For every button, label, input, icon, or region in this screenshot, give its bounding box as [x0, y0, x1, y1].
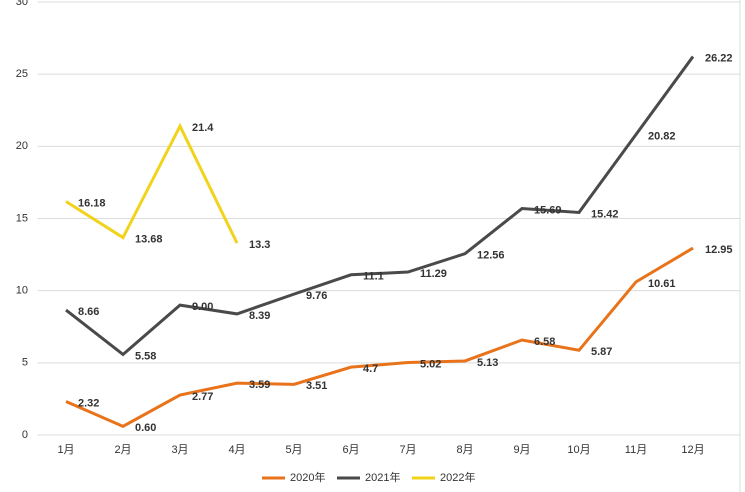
value-label: 2.77	[192, 391, 213, 403]
legend-label: 2021年	[365, 470, 400, 484]
x-tick-label: 11月	[625, 444, 647, 456]
series-line	[65, 246, 694, 429]
value-label: 16.18	[78, 197, 106, 209]
series-line	[65, 55, 695, 357]
y-tick-label: 5	[22, 357, 28, 369]
value-label: 6.58	[534, 336, 555, 348]
x-tick-label: 10月	[567, 444, 590, 456]
value-label: 12.56	[477, 250, 505, 262]
value-label: 8.39	[249, 310, 270, 322]
value-label: 5.02	[420, 358, 441, 370]
value-label: 21.4	[192, 122, 214, 134]
x-tick-label: 1月	[57, 444, 74, 456]
y-tick-label: 0	[22, 429, 28, 441]
y-tick-label: 25	[16, 68, 28, 80]
value-label: 3.51	[306, 380, 327, 392]
value-label: 5.13	[477, 357, 498, 369]
x-tick-label: 2月	[114, 444, 131, 456]
x-tick-label: 3月	[171, 444, 188, 456]
x-tick-label: 9月	[513, 444, 530, 456]
y-tick-label: 10	[16, 285, 28, 297]
x-tick-label: 8月	[456, 444, 473, 456]
series-line	[65, 122, 239, 244]
x-tick-label: 4月	[228, 444, 245, 456]
value-label: 11.29	[420, 268, 447, 280]
value-label: 13.3	[249, 239, 270, 251]
y-tick-label: 15	[16, 212, 28, 224]
x-tick-label: 6月	[342, 444, 359, 456]
value-label: 15.69	[534, 204, 562, 216]
value-label: 12.95	[705, 244, 733, 256]
legend-label: 2020年	[290, 470, 325, 484]
value-label: 0.60	[135, 422, 156, 434]
value-label: 26.22	[705, 52, 733, 64]
value-label: 2.32	[78, 397, 99, 409]
x-tick-label: 12月	[681, 444, 704, 456]
x-tick-label: 5月	[285, 444, 302, 456]
value-label: 20.82	[648, 130, 676, 142]
x-tick-label: 7月	[399, 444, 416, 456]
value-label: 11.1	[363, 271, 384, 283]
value-label: 10.61	[648, 278, 676, 290]
value-label: 9.76	[306, 290, 327, 302]
legend-label: 2022年	[440, 470, 475, 484]
value-label: 9.00	[192, 301, 213, 313]
value-label: 15.42	[591, 208, 619, 220]
value-label: 3.59	[249, 379, 270, 391]
value-label: 5.58	[135, 350, 156, 362]
y-tick-label: 30	[16, 0, 28, 8]
value-label: 4.7	[363, 363, 378, 375]
value-label: 8.66	[78, 306, 99, 318]
y-tick-label: 20	[16, 140, 28, 152]
value-label: 13.68	[135, 233, 163, 245]
value-label: 5.87	[591, 346, 612, 358]
